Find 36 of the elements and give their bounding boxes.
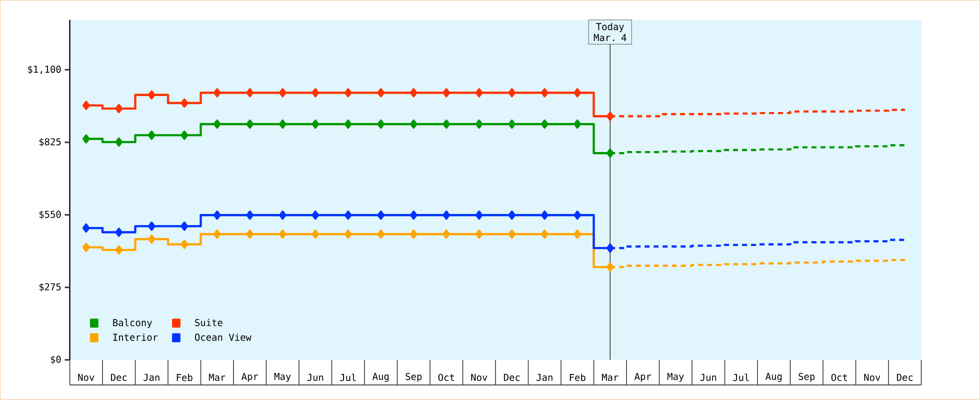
- x-tick-label: Mar: [602, 374, 618, 382]
- x-tick-label: Dec: [896, 374, 913, 382]
- x-tick-label: Sep: [798, 373, 815, 382]
- x-tick-label: Sep: [406, 373, 422, 382]
- x-tick-label: Aug: [766, 373, 782, 382]
- x-tick-label: Jun: [700, 374, 716, 382]
- x-tick-label: Feb: [176, 374, 192, 382]
- annotation: Today Mar. 4: [594, 23, 626, 42]
- x-tick-label: Nov: [78, 374, 94, 382]
- legend-label: Balcony: [113, 319, 152, 328]
- x-tick-label: Apr: [242, 373, 258, 382]
- x-tick-label: Jul: [340, 374, 356, 382]
- legend-label: Suite: [195, 319, 222, 326]
- legend-label: Ocean View: [195, 334, 252, 342]
- x-tick-label: Mar: [208, 374, 226, 382]
- x-tick-label: Dec: [110, 374, 127, 382]
- x-tick-label: Dec: [504, 374, 520, 382]
- x-tick-label: Nov: [471, 374, 488, 382]
- y-tick-label: $1,100: [28, 66, 61, 74]
- x-tick-label: Jun: [307, 374, 324, 382]
- x-tick-label: Jan: [536, 374, 552, 382]
- x-tick-label: Apr: [634, 373, 652, 382]
- x-tick-label: Feb: [570, 374, 586, 382]
- x-tick-label: May: [667, 373, 684, 382]
- legend-label: Interior: [113, 334, 158, 342]
- x-tick-label: Jul: [733, 374, 749, 382]
- x-tick-label: Aug: [372, 373, 389, 382]
- y-tick-label: $550: [39, 210, 61, 220]
- x-tick-label: Nov: [864, 374, 880, 382]
- y-tick-label: $0: [50, 356, 61, 364]
- y-tick-label: $825: [39, 138, 61, 147]
- y-tick-label: $275: [39, 283, 61, 292]
- x-tick-label: Oct: [831, 374, 848, 382]
- x-tick-label: Oct: [438, 374, 454, 382]
- x-tick-label: May: [274, 373, 291, 382]
- x-tick-label: Jan: [144, 374, 160, 382]
